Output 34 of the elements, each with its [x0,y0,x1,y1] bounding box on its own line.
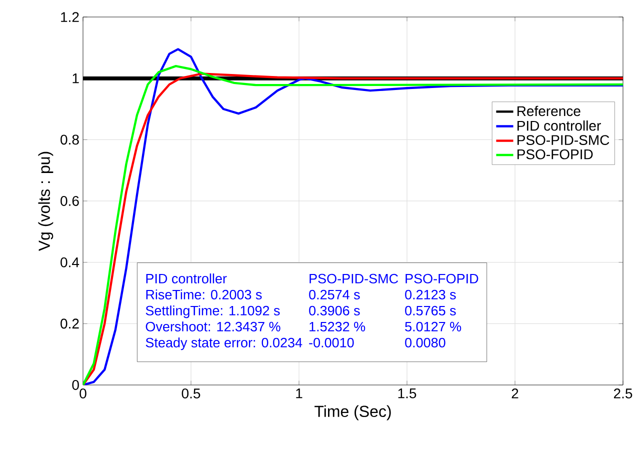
legend-label: PSO-PID-SMC [518,135,610,146]
y-tick-label: 0 [72,380,79,390]
x-tick-label: 1.5 [398,388,416,398]
annotation: Overshoot: 12.3437 % [146,322,280,332]
y-tick-label: 0.8 [60,134,79,145]
annotation: 0.5765 s [405,306,456,316]
x-axis-title: Time (Sec) [314,405,391,420]
x-tick-label: 2 [512,388,518,398]
x-tick-label: 2.5 [614,388,632,398]
legend-label: Reference [518,106,580,116]
legend-label: PSO-FOPID [518,149,593,160]
annotation: PSO-FOPID [406,274,478,284]
annotation: 5.0127 % [405,322,462,332]
annotation: -0.0010 [309,338,354,348]
y-tick-label: 1.2 [61,12,79,22]
y-axis-title: Vg (volts : pu) [38,152,54,252]
annotation: SettlingTime: 1.1092 s [146,306,280,318]
legend-label: PID controller [518,120,601,131]
annotation: RiseTime: 0.2003 s [146,290,262,300]
x-tick-label: 0.5 [182,388,200,398]
annotation: 1.5232 % [310,322,366,332]
annotation: 0.2123 s [405,290,456,300]
annotation: 0.2574 s [309,290,360,300]
y-tick-label: 0.6 [60,196,79,206]
x-tick-label: 1 [296,388,302,398]
y-tick-label: 0.4 [60,257,80,268]
x-tick-label: 0 [80,388,86,398]
annotation: Steady state error: 0.0234 [146,338,302,350]
annotation: 0.3906 s [309,306,360,316]
annotation: PID controller [146,274,227,284]
annotation: PSO-PID-SMC [310,274,398,284]
y-tick-label: 1 [72,74,79,84]
y-tick-label: 0.2 [60,318,79,329]
annotation: 0.0080 [405,338,446,348]
